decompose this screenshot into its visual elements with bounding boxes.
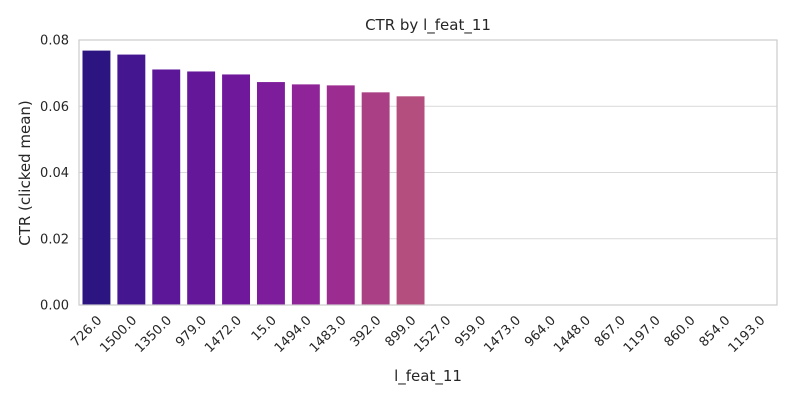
x-tick-label: 392.0 (348, 313, 385, 350)
bar-1350.0 (152, 69, 181, 305)
bars (82, 50, 425, 306)
plot-frame (78, 39, 778, 306)
x-tick-label: 1527.0 (411, 313, 454, 356)
bar-1483.0 (326, 85, 355, 305)
x-tick-label: 1500.0 (97, 313, 140, 356)
bar-1500.0 (117, 54, 146, 306)
x-tick-label: 15.0 (249, 313, 280, 344)
x-tick-label: 1483.0 (307, 313, 350, 356)
x-tick-label: 1350.0 (132, 313, 175, 356)
y-tick-label: 0.04 (40, 166, 69, 181)
x-axis-label: l_feat_11 (394, 367, 462, 386)
chart-title: CTR by l_feat_11 (365, 16, 491, 35)
x-tick-label: 1472.0 (202, 313, 245, 356)
x-tick-label: 860.0 (662, 313, 699, 350)
bar-1494.0 (291, 84, 320, 305)
bar-979.0 (187, 71, 216, 305)
bar-899.0 (396, 96, 425, 305)
bar-726.0 (82, 50, 111, 305)
bar-15.0 (256, 82, 285, 305)
y-tick-label: 0.06 (40, 100, 69, 115)
x-tick-label: 1494.0 (272, 313, 315, 356)
gridlines (79, 39, 777, 306)
y-tick-label: 0.00 (40, 299, 69, 314)
y-tick-label: 0.08 (40, 34, 69, 49)
y-tick-label: 0.02 (40, 232, 69, 247)
y-axis-label: CTR (clicked mean) (16, 100, 34, 246)
x-tick-label: 1193.0 (726, 313, 769, 356)
y-tick-labels: 0.00 0.02 0.04 0.06 0.08 (40, 34, 69, 314)
x-tick-label: 1473.0 (481, 313, 524, 356)
bar-1472.0 (222, 74, 251, 305)
x-tick-label: 1197.0 (621, 313, 664, 356)
x-tick-label: 1448.0 (551, 313, 594, 356)
bar-392.0 (361, 92, 390, 306)
